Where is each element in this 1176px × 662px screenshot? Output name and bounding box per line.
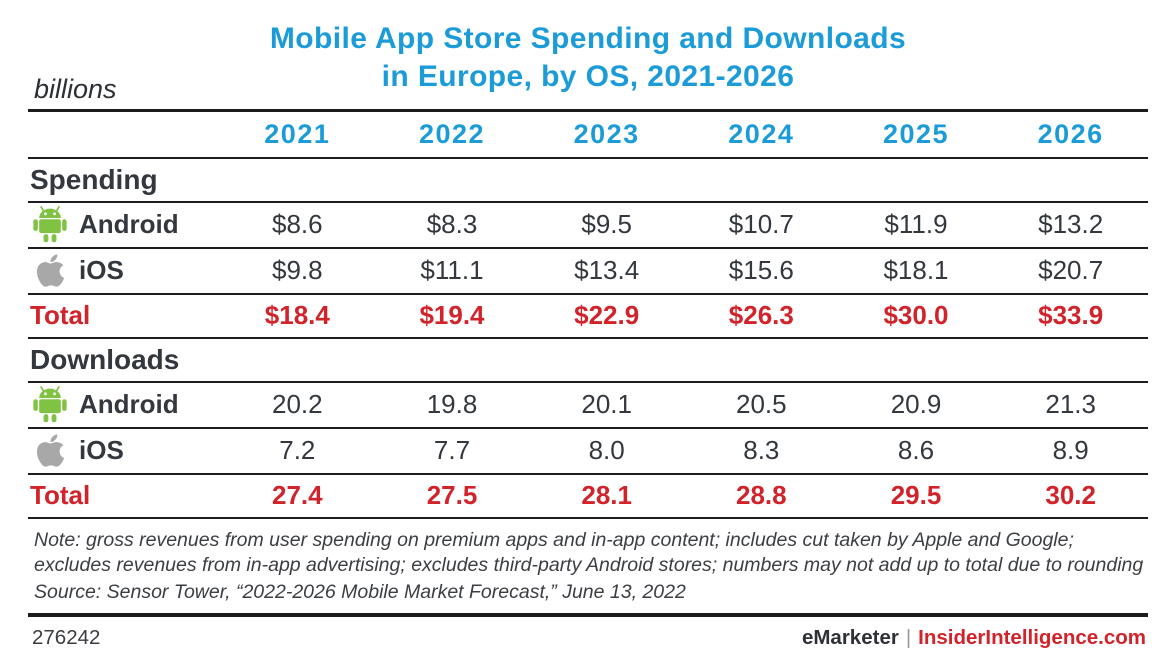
- android-icon: [30, 205, 70, 245]
- table-row-downloads-android: Android 20.2 19.8 20.1 20.5 20.9 21.3: [28, 383, 1148, 429]
- total-value-cell: 27.4: [272, 480, 323, 510]
- value-cell: $18.1: [883, 255, 949, 285]
- brand-group: eMarketer | InsiderIntelligence.com: [802, 626, 1146, 650]
- insider-intelligence-link[interactable]: InsiderIntelligence.com: [918, 626, 1146, 649]
- footer: 276242 eMarketer | InsiderIntelligence.c…: [28, 617, 1148, 662]
- year-header-2025: 2025: [882, 118, 950, 149]
- apple-icon: [30, 431, 70, 471]
- footer-divider: [28, 613, 1148, 617]
- row-label-ios: iOS: [79, 435, 124, 465]
- value-cell: $10.7: [728, 209, 794, 239]
- row-header-cell: Total: [28, 480, 220, 511]
- row-header-cell: Android: [28, 205, 220, 245]
- row-header-cell: iOS: [28, 431, 220, 471]
- value-cell: 8.6: [897, 435, 935, 465]
- total-value-cell: 28.8: [736, 480, 787, 510]
- value-cell: 20.1: [581, 389, 632, 419]
- section-title-downloads: Downloads: [30, 343, 180, 375]
- chart-title-line2: in Europe, by OS, 2021-2026: [381, 60, 795, 93]
- year-header-2024: 2024: [728, 118, 795, 149]
- table-row-downloads-ios: iOS 7.2 7.7 8.0 8.3 8.6 8.9: [28, 429, 1148, 475]
- value-cell: 20.5: [736, 389, 787, 419]
- android-icon: [30, 385, 70, 425]
- value-cell: 8.3: [743, 435, 780, 465]
- value-cell: 21.3: [1045, 389, 1096, 419]
- apple-icon: [30, 251, 70, 291]
- total-value-cell: $19.4: [419, 300, 485, 330]
- row-label-total: Total: [30, 300, 91, 330]
- row-header-cell: iOS: [28, 251, 220, 291]
- year-header-2023: 2023: [573, 118, 640, 149]
- total-value-cell: $22.9: [574, 300, 640, 330]
- chart-header: Mobile App Store Spending and Downloads …: [28, 0, 1148, 109]
- unit-label: billions: [34, 73, 117, 104]
- row-header-cell: Android: [28, 385, 220, 425]
- chart-id: 276242: [32, 626, 101, 649]
- chart-title: Mobile App Store Spending and Downloads …: [28, 20, 1148, 96]
- value-cell: $9.8: [272, 255, 323, 285]
- row-header-cell: Total: [28, 300, 220, 331]
- footnotes: Note: gross revenues from user spending …: [28, 519, 1148, 614]
- total-value-cell: 30.2: [1045, 480, 1096, 510]
- value-cell: $8.6: [272, 209, 323, 239]
- row-label-total: Total: [30, 480, 91, 510]
- value-cell: 8.0: [588, 435, 625, 465]
- year-header-row: 2021 2022 2023 2024 2025 2026: [28, 112, 1148, 159]
- table-row-spending-total: Total $18.4 $19.4 $22.9 $26.3 $30.0 $33.…: [28, 295, 1148, 339]
- value-cell: $13.2: [1038, 209, 1104, 239]
- row-label-android: Android: [79, 389, 179, 419]
- total-value-cell: $33.9: [1038, 300, 1104, 330]
- data-table: 2021 2022 2023 2024 2025 2026 Spending: [28, 108, 1148, 519]
- value-cell: $15.6: [728, 255, 794, 285]
- note-text: Note: gross revenues from user spending …: [34, 528, 1144, 577]
- value-cell: 7.2: [279, 435, 316, 465]
- row-label-ios: iOS: [79, 255, 124, 285]
- value-cell: 7.7: [433, 435, 471, 465]
- value-cell: $20.7: [1038, 255, 1104, 285]
- value-cell: $8.3: [426, 209, 478, 239]
- total-value-cell: $26.3: [728, 300, 794, 330]
- section-title-spending: Spending: [30, 163, 158, 195]
- value-cell: 19.8: [426, 389, 478, 419]
- value-cell: 20.9: [890, 389, 942, 419]
- emarketer-brand: eMarketer: [801, 626, 899, 649]
- year-header-2021: 2021: [264, 118, 331, 149]
- total-value-cell: 27.5: [426, 480, 478, 510]
- chart-title-line1: Mobile App Store Spending and Downloads: [269, 22, 907, 55]
- section-row-downloads: Downloads: [28, 339, 1148, 383]
- value-cell: 8.9: [1052, 435, 1089, 465]
- year-header-2022: 2022: [418, 118, 486, 149]
- table-row-spending-android: Android $8.6 $8.3 $9.5 $10.7 $11.9 $13.2: [28, 203, 1148, 249]
- total-value-cell: $18.4: [264, 300, 330, 330]
- value-cell: $11.9: [884, 209, 948, 239]
- total-value-cell: 28.1: [581, 480, 632, 510]
- table-row-spending-ios: iOS $9.8 $11.1 $13.4 $15.6 $18.1 $20.7: [28, 249, 1148, 295]
- value-cell: $11.1: [420, 255, 484, 285]
- year-header-2026: 2026: [1037, 118, 1104, 149]
- source-text: Source: Sensor Tower, “2022-2026 Mobile …: [34, 580, 686, 603]
- section-row-spending: Spending: [28, 159, 1148, 203]
- value-cell: 20.2: [272, 389, 323, 419]
- total-value-cell: 29.5: [890, 480, 942, 510]
- value-cell: $9.5: [581, 209, 632, 239]
- table-row-downloads-total: Total 27.4 27.5 28.1 28.8 29.5 30.2: [28, 475, 1148, 519]
- total-value-cell: $30.0: [883, 300, 949, 330]
- brand-separator: |: [905, 626, 912, 649]
- value-cell: $13.4: [574, 255, 640, 285]
- row-label-android: Android: [79, 209, 179, 239]
